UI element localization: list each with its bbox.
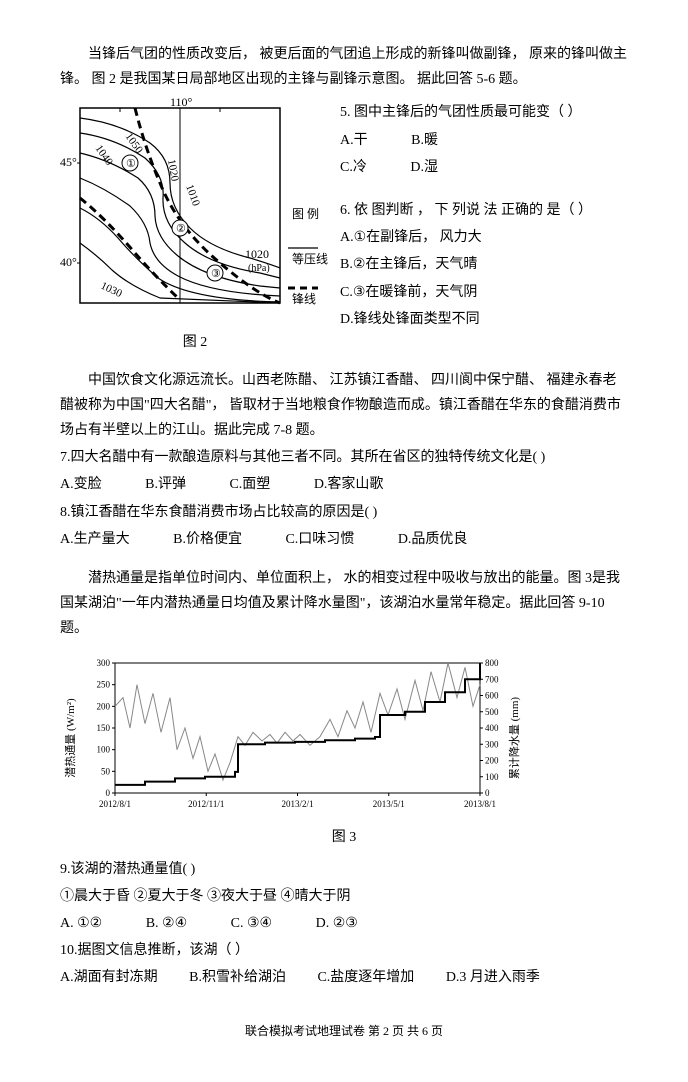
- svg-text:2012/11/1: 2012/11/1: [188, 799, 224, 809]
- q8-a: A.生产量大: [60, 527, 130, 552]
- svg-text:(hPa): (hPa): [248, 263, 270, 274]
- lon-label: 110°: [170, 98, 193, 109]
- q9-stem: 9.该湖的潜热通量值( ): [60, 857, 628, 882]
- svg-text:等压线: 等压线: [292, 252, 328, 266]
- svg-text:潜热通量 (W/m²): 潜热通量 (W/m²): [63, 698, 77, 778]
- q10-a: A.湖面有封冻期: [60, 965, 158, 990]
- map-svg: 110° 45° 40° 1040 1050 1020 1010 1030: [60, 98, 330, 328]
- q6-c: C.③在暖锋前，天气阴: [340, 280, 628, 305]
- q9-b: B. ②④: [146, 911, 187, 936]
- q9-c: C. ③④: [231, 911, 272, 936]
- q8-opts: A.生产量大 B.价格便宜 C.口味习惯 D.品质优良: [60, 527, 628, 552]
- chart-svg: 0 50 100 150 200 250 300 0 100 200 300 400 500 600 700…: [60, 653, 530, 823]
- svg-text:1020: 1020: [245, 247, 269, 261]
- q10-c: C.盐度逐年增加: [317, 965, 414, 990]
- q8-d: D.品质优良: [398, 527, 468, 552]
- q7-b: B.评弹: [145, 472, 186, 497]
- intro-3: 潜热通量是指单位时间内、单位面积上， 水的相变过程中吸收与放出的能量。图 3是我…: [60, 566, 628, 642]
- svg-text:②: ②: [176, 223, 186, 235]
- q5-q6-col: 5. 图中主锋后的气团性质最可能变（ ） A.干 B.暖 C.冷 D.湿 6. …: [340, 98, 628, 334]
- q10-b: B.积雪补给湖泊: [189, 965, 286, 990]
- q9-a: A. ①②: [60, 911, 102, 936]
- q5-opts-row2: C.冷 D.湿: [340, 155, 628, 180]
- q10-stem: 10.据图文信息推断，该湖（ ）: [60, 938, 628, 963]
- q10-d: D.3 月进入雨季: [446, 965, 540, 990]
- svg-text:700: 700: [485, 675, 499, 685]
- svg-text:200: 200: [97, 702, 111, 712]
- intro-2: 中国饮食文化源远流长。山西老陈醋、 江苏镇江香醋、 四川阆中保宁醋、 福建永春老…: [60, 368, 628, 444]
- intro-1: 当锋后气团的性质改变后， 被更后面的气团追上形成的新锋叫做副锋， 原来的锋叫做主…: [60, 42, 628, 92]
- q9-sub: ①晨大于昏 ②夏大于冬 ③夜大于昼 ④晴大于阴: [60, 884, 628, 909]
- fig2-diagram: 110° 45° 40° 1040 1050 1020 1010 1030: [60, 98, 330, 361]
- q5-opts-row1: A.干 B.暖: [340, 128, 628, 153]
- page-footer: 联合模拟考试地理试卷 第 2 页 共 6 页: [60, 1021, 628, 1043]
- svg-text:250: 250: [97, 680, 111, 690]
- svg-text:150: 150: [97, 723, 111, 733]
- q9-opts: A. ①② B. ②④ C. ③④ D. ②③: [60, 911, 628, 936]
- q6-stem: 6. 依 图判断 ， 下 列说 法 正确的 是（ ）: [340, 198, 628, 223]
- q6-a: A.①在副锋后， 风力大: [340, 225, 628, 250]
- svg-text:600: 600: [485, 691, 499, 701]
- q5-d: D.湿: [410, 155, 438, 180]
- q7-a: A.变脸: [60, 472, 102, 497]
- svg-text:2013/5/1: 2013/5/1: [373, 799, 405, 809]
- q6-b: B.②在主锋后，天气晴: [340, 252, 628, 277]
- q7-opts: A.变脸 B.评弹 C.面塑 D.客家山歌: [60, 472, 628, 497]
- svg-text:800: 800: [485, 658, 499, 668]
- svg-text:300: 300: [485, 740, 499, 750]
- svg-text:300: 300: [97, 658, 111, 668]
- q5-c: C.冷: [340, 155, 367, 180]
- svg-text:累计降水量 (mm): 累计降水量 (mm): [507, 697, 521, 780]
- svg-text:①: ①: [126, 158, 136, 170]
- fig2-row: 110° 45° 40° 1040 1050 1020 1010 1030: [60, 98, 628, 361]
- svg-text:0: 0: [485, 788, 490, 798]
- q5-a: A.干: [340, 128, 368, 153]
- svg-text:50: 50: [101, 767, 111, 777]
- svg-text:500: 500: [485, 707, 499, 717]
- q8-b: B.价格便宜: [173, 527, 242, 552]
- q8-stem: 8.镇江香醋在华东食醋消费市场占比较高的原因是( ): [60, 500, 628, 525]
- svg-text:100: 100: [97, 745, 111, 755]
- q5-stem: 5. 图中主锋后的气团性质最可能变（ ）: [340, 100, 628, 125]
- svg-text:2013/8/1: 2013/8/1: [464, 799, 496, 809]
- fig2-caption: 图 2: [60, 330, 330, 355]
- q6-d: D.锋线处锋面类型不同: [340, 307, 628, 332]
- fig3-chart: 0 50 100 150 200 250 300 0 100 200 300 400 500 600 700…: [60, 653, 628, 850]
- lat40: 40°: [60, 255, 77, 269]
- svg-text:200: 200: [485, 756, 499, 766]
- fig3-caption: 图 3: [60, 825, 628, 850]
- svg-text:400: 400: [485, 723, 499, 733]
- q7-c: C.面塑: [229, 472, 270, 497]
- q10-opts: A.湖面有封冻期 B.积雪补给湖泊 C.盐度逐年增加 D.3 月进入雨季: [60, 965, 628, 990]
- q7-stem: 7.四大名醋中有一款酿造原料与其他三者不同。其所在省区的独特传统文化是( ): [60, 445, 628, 470]
- svg-text:图 例: 图 例: [292, 207, 319, 221]
- q5-b: B.暖: [411, 128, 438, 153]
- svg-text:锋线: 锋线: [292, 292, 316, 306]
- lat45: 45°: [60, 155, 77, 169]
- svg-text:100: 100: [485, 772, 499, 782]
- q8-c: C.口味习惯: [285, 527, 354, 552]
- svg-text:2013/2/1: 2013/2/1: [281, 799, 313, 809]
- svg-text:③: ③: [211, 268, 221, 280]
- q7-d: D.客家山歌: [314, 472, 384, 497]
- svg-text:0: 0: [106, 788, 111, 798]
- q9-d: D. ②③: [316, 911, 358, 936]
- svg-text:2012/8/1: 2012/8/1: [99, 799, 131, 809]
